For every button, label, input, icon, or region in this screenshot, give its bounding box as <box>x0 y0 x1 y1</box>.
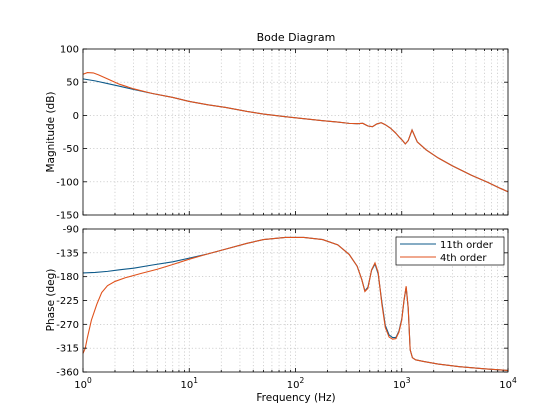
legend-label-11th-order: 11th order <box>440 240 494 251</box>
x-axis-label: Frequency (Hz) <box>256 392 335 404</box>
legend: 11th order 4th order <box>395 236 505 266</box>
series-line-4th-order <box>82 236 509 371</box>
y-tick-label: 50 <box>66 78 79 89</box>
y-tick-label: -315 <box>56 344 79 355</box>
y-tick-label: -360 <box>56 368 79 379</box>
phase-lines <box>82 236 509 371</box>
x-tick-label: 103 <box>393 376 411 391</box>
x-tick-label: 104 <box>499 376 517 391</box>
chart-title: Bode Diagram <box>257 31 336 44</box>
phase-ticks: -360 -315 -270 -225 -180 -135 -90 <box>56 225 509 379</box>
x-tick-labels: 100 101 102 103 104 <box>74 376 517 391</box>
y-tick-label: 100 <box>60 45 79 56</box>
y-tick-label: 0 <box>73 111 79 122</box>
y-tick-label: -180 <box>56 272 79 283</box>
legend-label-4th-order: 4th order <box>440 253 487 264</box>
series-line-4th-order <box>82 72 509 193</box>
phase-panel: -360-315-270-225-180-135-90 Phase (deg) … <box>45 225 509 379</box>
magnitude-ticks: -150 -100 -50 0 50 100 <box>56 45 509 222</box>
legend-box <box>395 236 505 266</box>
phase-ylabel: Phase (deg) <box>45 269 57 332</box>
magnitude-lines <box>82 72 509 193</box>
x-tick-label: 101 <box>180 376 198 391</box>
magnitude-ylabel: Magnitude (dB) <box>45 91 57 172</box>
y-tick-label: -225 <box>56 296 79 307</box>
magnitude-panel: -150 -100 -50 0 50 100 Magnitude (dB) <box>45 45 509 222</box>
y-tick-label: -100 <box>56 177 79 188</box>
x-tick-label: 102 <box>287 376 305 391</box>
x-tick-label: 100 <box>74 376 92 391</box>
y-tick-label: -150 <box>56 211 79 222</box>
y-tick-label: -270 <box>56 320 79 331</box>
y-tick-label: -135 <box>56 248 79 259</box>
y-tick-label: -90 <box>63 225 79 236</box>
magnitude-grid <box>83 49 508 215</box>
y-tick-label: -50 <box>63 144 79 155</box>
